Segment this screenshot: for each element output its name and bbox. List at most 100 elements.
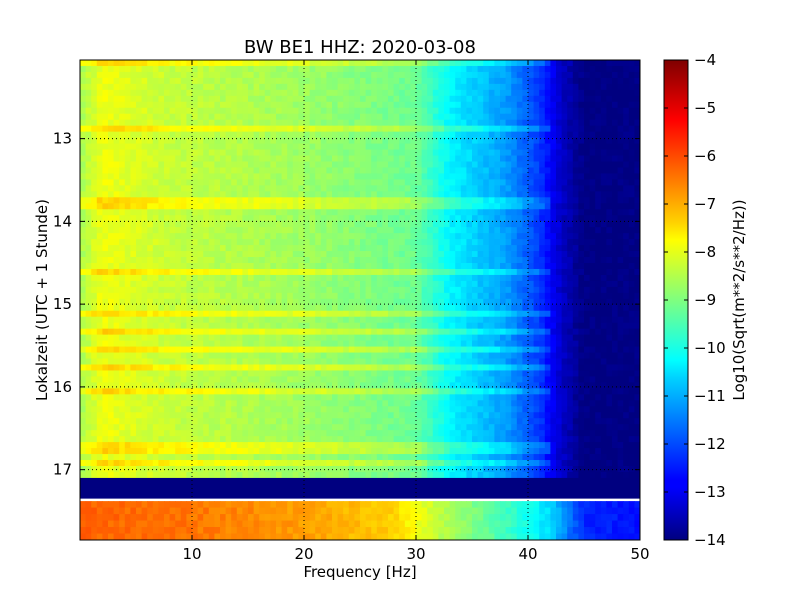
- heatmap-cell: [91, 268, 98, 276]
- heatmap-cell: [242, 340, 249, 348]
- heatmap-cell: [483, 352, 490, 360]
- heatmap-cell: [584, 155, 591, 163]
- heatmap-cell: [225, 203, 232, 210]
- heatmap-cell: [511, 346, 518, 354]
- heatmap-cell: [544, 346, 551, 354]
- heatmap-cell: [337, 65, 344, 73]
- heatmap-cell: [348, 268, 355, 276]
- heatmap-cell: [208, 245, 215, 252]
- heatmap-cell: [315, 71, 322, 79]
- heatmap-cell: [136, 89, 143, 97]
- heatmap-cell: [416, 221, 423, 228]
- heatmap-cell: [600, 239, 607, 246]
- heatmap-cell: [567, 334, 574, 342]
- heatmap-cell: [287, 191, 294, 198]
- heatmap-cell: [382, 268, 389, 276]
- heatmap-cell: [108, 119, 115, 127]
- heatmap-cell: [494, 215, 501, 222]
- heatmap-cell: [528, 101, 535, 109]
- heatmap-cell: [309, 60, 316, 67]
- heatmap-cell: [164, 107, 171, 115]
- heatmap-cell: [589, 143, 596, 151]
- heatmap-cell: [248, 298, 255, 306]
- heatmap-cell: [180, 143, 187, 151]
- heatmap-cell: [113, 179, 120, 186]
- heatmap-cell: [326, 221, 333, 228]
- heatmap-cell: [410, 310, 417, 318]
- heatmap-cell: [119, 310, 126, 318]
- heatmap-cell: [158, 346, 165, 354]
- heatmap-cell: [337, 137, 344, 145]
- heatmap-cell: [522, 322, 529, 330]
- heatmap-cell: [455, 221, 462, 228]
- heatmap-cell: [360, 352, 367, 360]
- heatmap-cell: [141, 334, 148, 342]
- heatmap-cell: [360, 239, 367, 246]
- heatmap-cell: [113, 268, 120, 276]
- heatmap-cell: [270, 77, 277, 85]
- heatmap-cell: [522, 280, 529, 288]
- heatmap-cell: [108, 125, 115, 133]
- heatmap-cell: [578, 137, 585, 145]
- heatmap-cell: [393, 101, 400, 109]
- heatmap-cell: [388, 209, 395, 216]
- heatmap-cell: [186, 185, 193, 192]
- heatmap-cell: [130, 107, 137, 115]
- heatmap-cell: [589, 334, 596, 342]
- heatmap-cell: [208, 334, 215, 342]
- heatmap-cell: [522, 95, 529, 103]
- heatmap-cell: [432, 215, 439, 222]
- heatmap-cell: [561, 95, 568, 103]
- heatmap-cell: [164, 71, 171, 79]
- heatmap-cell: [186, 298, 193, 306]
- heatmap-cell: [175, 292, 182, 300]
- heatmap-cell: [539, 185, 546, 192]
- heatmap-cell: [567, 310, 574, 318]
- heatmap-cell: [337, 89, 344, 97]
- heatmap-cell: [628, 334, 635, 342]
- heatmap-cell: [85, 155, 92, 163]
- heatmap-cell: [208, 316, 215, 324]
- heatmap-cell: [192, 197, 199, 204]
- heatmap-cell: [466, 239, 473, 246]
- heatmap-cell: [141, 119, 148, 127]
- heatmap-cell: [186, 268, 193, 276]
- heatmap-cell: [119, 137, 126, 145]
- heatmap-cell: [500, 65, 507, 73]
- heatmap-cell: [158, 209, 165, 216]
- heatmap-cell: [578, 185, 585, 192]
- heatmap-cell: [628, 286, 635, 294]
- heatmap-cell: [270, 197, 277, 204]
- heatmap-cell: [567, 77, 574, 85]
- heatmap-cell: [556, 286, 563, 294]
- heatmap-cell: [572, 298, 579, 306]
- heatmap-cell: [192, 179, 199, 186]
- heatmap-cell: [236, 292, 243, 300]
- heatmap-cell: [152, 65, 159, 73]
- heatmap-cell: [455, 227, 462, 234]
- heatmap-cell: [399, 143, 406, 151]
- heatmap-cell: [376, 340, 383, 348]
- heatmap-cell: [500, 60, 507, 67]
- heatmap-cell: [522, 310, 529, 318]
- heatmap-cell: [169, 107, 176, 115]
- heatmap-cell: [623, 233, 630, 240]
- heatmap-cell: [421, 346, 428, 354]
- heatmap-cell: [348, 292, 355, 300]
- heatmap-cell: [180, 149, 187, 157]
- heatmap-cell: [623, 340, 630, 348]
- heatmap-cell: [589, 179, 596, 186]
- heatmap-cell: [169, 263, 176, 270]
- heatmap-cell: [500, 245, 507, 252]
- heatmap-cell: [455, 137, 462, 145]
- heatmap-cell: [214, 334, 221, 342]
- heatmap-cell: [511, 131, 518, 139]
- heatmap-cell: [315, 119, 322, 127]
- heatmap-cell: [136, 316, 143, 324]
- heatmap-cell: [427, 334, 434, 342]
- heatmap-cell: [259, 83, 266, 91]
- heatmap-cell: [511, 292, 518, 300]
- heatmap-cell: [320, 334, 327, 342]
- heatmap-cell: [360, 65, 367, 73]
- heatmap-cell: [539, 233, 546, 240]
